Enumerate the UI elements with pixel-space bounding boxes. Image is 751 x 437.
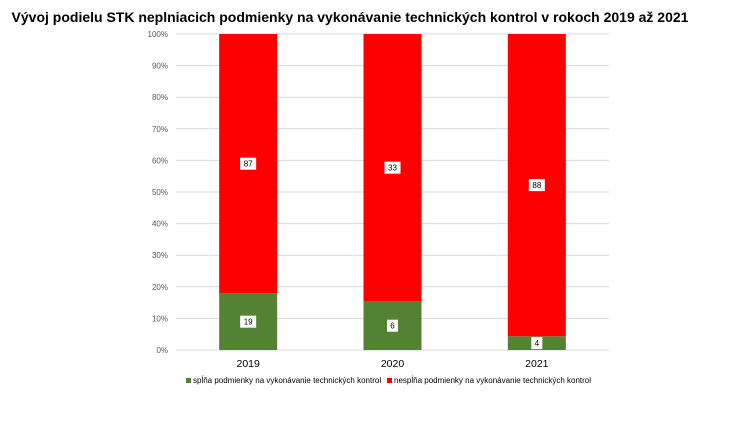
y-tick-label: 50%: [152, 188, 168, 197]
data-label: 6: [390, 322, 395, 331]
legend-swatch: [186, 378, 191, 383]
data-label: 33: [388, 164, 397, 173]
x-tick-label: 2019: [236, 358, 260, 370]
y-tick-label: 90%: [152, 62, 168, 71]
legend-label: spĺňa podmienky na vykonávanie technický…: [193, 376, 381, 385]
y-tick-label: 30%: [152, 251, 168, 260]
legend-swatch: [387, 378, 392, 383]
y-tick-label: 40%: [152, 220, 168, 229]
y-tick-label: 80%: [152, 93, 168, 102]
data-label-box: [387, 319, 398, 332]
x-tick-label: 2020: [381, 358, 405, 370]
y-tick-label: 10%: [152, 314, 168, 323]
x-tick-label: 2021: [525, 358, 549, 370]
data-label: 19: [244, 318, 253, 327]
bars: 19 87 6 33 4 88: [219, 34, 566, 350]
y-axis-ticks: 0% 10% 20% 30% 40% 50% 60% 70% 80% 90% 100%: [148, 30, 168, 355]
chart-title: Vývoj podielu STK neplniacich podmienky …: [11, 9, 689, 25]
data-label: 87: [244, 160, 253, 169]
data-label-box: [528, 179, 545, 192]
y-tick-label: 20%: [152, 283, 168, 292]
y-tick-label: 70%: [152, 125, 168, 134]
data-label-box: [531, 337, 543, 350]
y-tick-label: 60%: [152, 156, 168, 165]
data-label: 4: [535, 339, 540, 348]
data-label-box: [240, 315, 257, 328]
data-label: 88: [532, 181, 541, 190]
x-axis-ticks: 2019 2020 2021: [236, 358, 548, 370]
legend-label: nespĺňa podmienky na vykonávanie technic…: [394, 376, 591, 385]
data-label-box: [240, 157, 257, 170]
y-tick-label: 0%: [156, 346, 168, 355]
data-label-box: [384, 161, 401, 174]
legend: spĺňa podmienky na vykonávanie technický…: [186, 376, 591, 385]
y-tick-label: 100%: [148, 30, 168, 39]
